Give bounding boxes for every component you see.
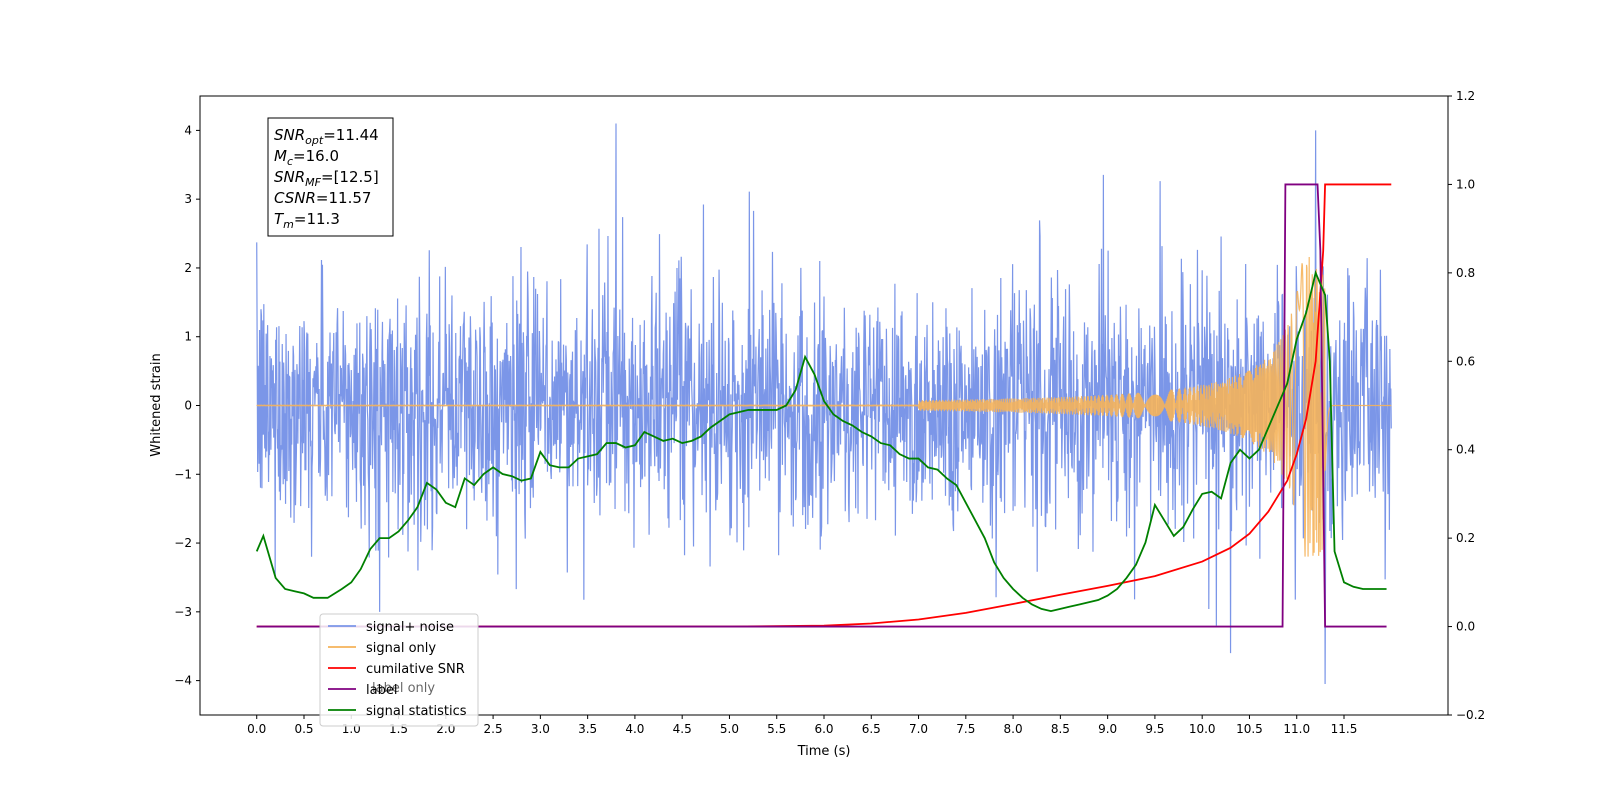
y-tick-label-right: 0.6 [1456, 354, 1475, 368]
x-tick-label: 3.0 [531, 722, 550, 736]
info-line: Tm=11.3 [274, 210, 340, 231]
y-tick-label-right: 0.0 [1456, 620, 1475, 634]
info-line-symbol: M [274, 147, 287, 165]
x-tick-label: 11.5 [1331, 722, 1358, 736]
legend-frame [319, 613, 479, 727]
legend-label: signal statistics [366, 704, 467, 719]
x-tick-label: 7.5 [956, 722, 975, 736]
info-box-frame [267, 117, 394, 237]
y-tick-label-right: 0.2 [1456, 531, 1475, 545]
x-tick-label: 4.0 [625, 722, 644, 736]
y-tick-label-left: 2 [184, 261, 192, 275]
y-tick-label-left: −1 [174, 467, 192, 481]
x-tick-label: 4.5 [673, 722, 692, 736]
info-line-value: =11.44 [323, 126, 379, 144]
legend-label: signal+ noise [366, 620, 454, 635]
x-tick-label: 8.0 [1004, 722, 1023, 736]
info-line: SNRMF=[12.5] [274, 168, 379, 189]
y-tick-label-right: 0.8 [1456, 266, 1475, 280]
x-tick-label: 9.5 [1145, 722, 1164, 736]
y-tick-label-left: −2 [174, 536, 192, 550]
x-tick-label: 6.0 [814, 722, 833, 736]
y-tick-label-left: 0 [184, 399, 192, 413]
series-layer [255, 123, 1392, 685]
series-line-signal-noise [256, 123, 1392, 685]
info-line-value: =16.0 [293, 147, 339, 165]
legend-label-hidden: label only [372, 681, 435, 696]
series-line-label [256, 183, 1387, 628]
x-tick-label: 2.5 [484, 722, 503, 736]
x-tick-label: 7.0 [909, 722, 928, 736]
legend-label: signal only [366, 641, 436, 656]
x-tick-label: 10.0 [1189, 722, 1216, 736]
info-line-symbol: SNR [274, 126, 305, 144]
x-tick-label: 6.5 [862, 722, 881, 736]
info-line: SNRopt=11.44 [274, 126, 379, 147]
x-tick-label: 8.5 [1051, 722, 1070, 736]
series-line-signal-only [256, 256, 1392, 557]
info-line-symbol: T [274, 210, 285, 228]
y-tick-label-right: 0.4 [1456, 443, 1475, 457]
y-tick-label-left: −4 [174, 674, 192, 688]
y-tick-label-right: 1.2 [1456, 89, 1475, 103]
series-line-cumulative-snr [256, 183, 1392, 628]
x-tick-label: 10.5 [1236, 722, 1263, 736]
info-line-subscript: m [283, 218, 294, 231]
info-line-value: =11.57 [316, 189, 372, 207]
info-box: SNRopt=11.44Mc=16.0SNRMF=[12.5]CSNR=11.5… [267, 117, 394, 237]
x-tick-label: 5.0 [720, 722, 739, 736]
legend-label: cumilative SNR [366, 662, 465, 677]
x-axis-title: Time (s) [797, 744, 851, 759]
x-tick-label: 5.5 [767, 722, 786, 736]
info-line-subscript: MF [305, 176, 321, 189]
series-line-signal-statistics [255, 269, 1387, 613]
y-tick-label-right: 1.0 [1456, 177, 1475, 191]
y-tick-label-left: −3 [174, 605, 192, 619]
info-line-value: =11.3 [294, 210, 340, 228]
info-line-subscript: c [287, 155, 293, 168]
y-tick-label-left: 4 [184, 123, 192, 137]
info-line-value: =[12.5] [321, 168, 379, 186]
x-tick-label: 9.0 [1098, 722, 1117, 736]
info-line-symbol: SNR [274, 168, 305, 186]
x-tick-label: 0.0 [247, 722, 266, 736]
y-tick-label-right: −0.2 [1456, 708, 1485, 722]
y-tick-label-left: 1 [184, 330, 192, 344]
y-tick-label-left: 3 [184, 192, 192, 206]
legend-label: label [366, 683, 397, 698]
info-line: CSNR=11.57 [274, 189, 371, 207]
x-tick-label: 3.5 [578, 722, 597, 736]
info-line: Mc=16.0 [274, 147, 339, 168]
legend: label only signal+ noise signal only cumila… [319, 613, 479, 727]
x-tick-label: 11.0 [1283, 722, 1310, 736]
info-line-subscript: opt [305, 134, 324, 147]
info-line-symbol: CSNR [274, 189, 316, 207]
y-axis-title-left: Whitened strain [149, 353, 164, 456]
axes-layer: 0.0 0.5 1.0 1.5 2.0 2.5 3.0 3.5 4.0 4.5 5.0 5.5 6.0 6… [174, 89, 1485, 736]
x-tick-label: 0.5 [294, 722, 313, 736]
